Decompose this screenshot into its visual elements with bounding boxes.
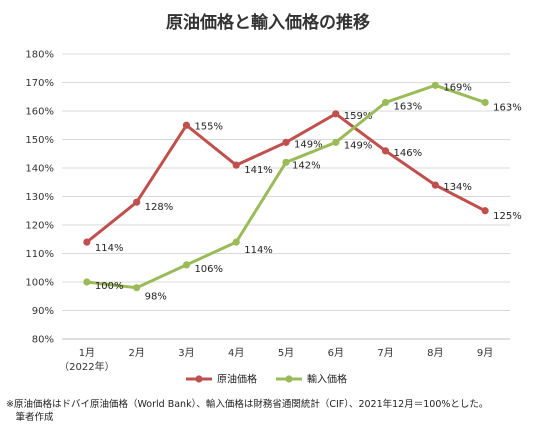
y-tick-label: 170% [25, 78, 54, 89]
x-tick-label: 6月 [328, 347, 344, 359]
x-tick-sublabel: （2022年） [59, 360, 114, 373]
data-point [133, 284, 141, 292]
x-tick-label: 4月 [228, 347, 244, 359]
data-point [182, 121, 191, 129]
y-tick-label: 110% [25, 249, 54, 260]
y-tick-label: 130% [25, 192, 54, 203]
series-2: 100% 98% 106% 114% 142% 149% 163% 169% 163% [83, 81, 522, 303]
legend-label: 原油価格 [217, 373, 257, 386]
data-point [481, 98, 489, 107]
legend-marker [195, 375, 203, 383]
footnote-line-1: ※原油価格はドバイ原油価格（World Bank）、輸入価格は財務省通関統計（C… [6, 399, 489, 410]
data-label: 159% [344, 111, 373, 122]
data-point [381, 147, 390, 155]
data-point [133, 198, 141, 206]
data-point [282, 158, 290, 166]
footnote: ※原油価格はドバイ原油価格（World Bank）、輸入価格は財務省通関統計（C… [6, 398, 534, 424]
x-tick-label: 2月 [128, 347, 144, 359]
y-axis: 80% 90% 100% 110% 120% 130% 140% 150% 160% 170% 18… [25, 50, 54, 346]
data-label: 114% [95, 243, 124, 254]
footnote-line-2: 筆者作成 [6, 412, 54, 423]
y-tick-label: 120% [25, 221, 54, 232]
data-label: 146% [394, 148, 423, 159]
data-label: 163% [394, 101, 423, 112]
data-point [431, 81, 439, 89]
x-tick-label: 8月 [427, 347, 443, 359]
y-tick-label: 150% [25, 135, 54, 146]
data-label: 142% [292, 160, 321, 171]
data-label: 114% [244, 245, 273, 256]
y-tick-label: 100% [25, 278, 54, 289]
data-label: 125% [493, 211, 522, 222]
data-point [381, 98, 390, 107]
data-point [481, 207, 489, 215]
x-tick-label: 3月 [178, 347, 194, 359]
legend-label: 輸入価格 [307, 373, 347, 386]
x-tick-label: 5月 [278, 347, 294, 359]
chart: 原油価格と輸入価格の推移 80% 90% 100% 110% 120% 130% 140% 1… [25, 12, 522, 386]
data-point [431, 181, 439, 189]
data-label: 169% [443, 82, 472, 93]
series-line [85, 112, 486, 244]
y-tick-label: 90% [32, 306, 54, 317]
data-label: 134% [443, 182, 472, 193]
y-tick-label: 160% [25, 107, 54, 118]
data-label: 155% [194, 121, 223, 132]
data-point [83, 278, 91, 286]
data-label: 163% [493, 102, 522, 113]
data-label: 149% [344, 140, 373, 151]
x-axis: 1月 2月 3月 4月 5月 6月 7月 8月 9月 （2022年） [59, 338, 510, 373]
y-tick-label: 140% [25, 164, 54, 175]
data-label: 100% [95, 281, 124, 292]
data-point [83, 238, 91, 246]
data-point [232, 161, 240, 169]
data-label: 128% [145, 202, 174, 213]
y-tick-label: 80% [32, 335, 54, 346]
data-label: 149% [294, 139, 323, 150]
data-label: 98% [145, 292, 167, 303]
data-label: 106% [194, 264, 223, 275]
y-tick-label: 180% [25, 50, 54, 61]
series-1: 114% 128% 155% 141% 149% 159% 146% 134% 125% [83, 110, 522, 254]
data-point [232, 238, 240, 246]
legend: 原油価格 輸入価格 [186, 373, 347, 386]
series-group: 114%128%155%141%149%159%146%134%125%100%… [83, 81, 522, 303]
data-point [332, 110, 340, 118]
legend-marker [285, 375, 293, 383]
data-label: 141% [244, 165, 273, 176]
data-point [332, 138, 340, 146]
grid [62, 53, 510, 340]
x-tick-label: 1月 [79, 347, 95, 359]
data-point [282, 138, 290, 146]
chart-title: 原油価格と輸入価格の推移 [166, 12, 370, 33]
x-tick-label: 7月 [377, 347, 393, 359]
x-tick-label: 9月 [477, 347, 493, 359]
data-point [182, 261, 191, 269]
